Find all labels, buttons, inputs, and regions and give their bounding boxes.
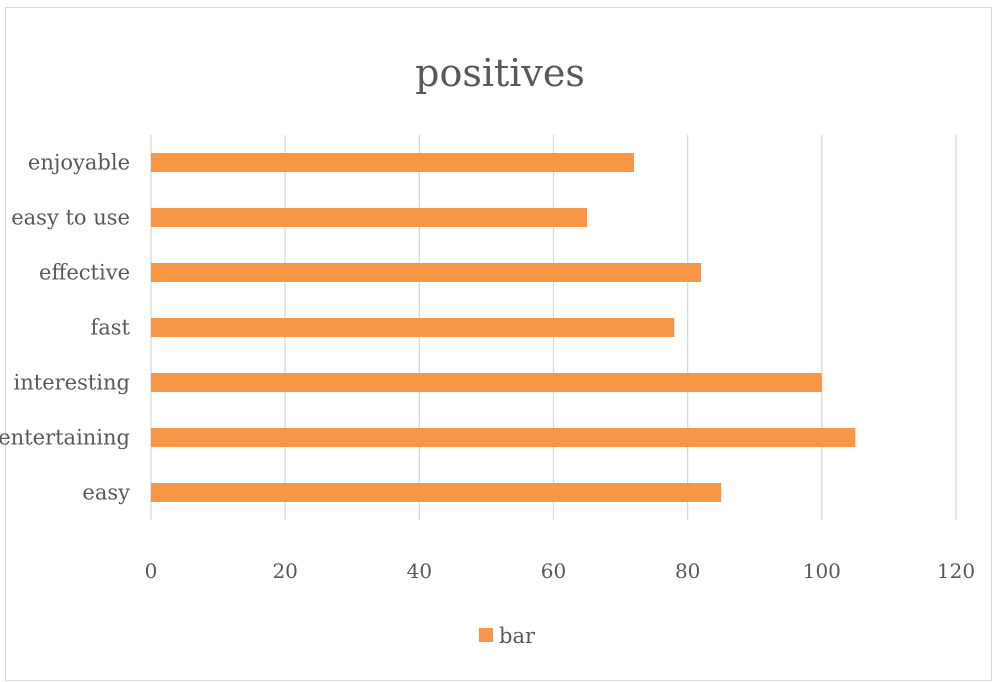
category-label: easy to use: [11, 206, 130, 230]
x-tick-labels: 0 20 40 60 80 100 120: [145, 559, 975, 583]
bar: [151, 428, 856, 447]
legend-label: bar: [499, 624, 536, 648]
x-tick-label: 0: [145, 559, 158, 583]
category-label: effective: [39, 261, 130, 285]
bar: [151, 373, 822, 392]
x-tick-label: 20: [272, 559, 297, 583]
x-tick-label: 120: [937, 559, 975, 583]
chart-frame: [5, 7, 992, 681]
legend: bar: [479, 624, 536, 648]
category-label: fast: [90, 316, 130, 340]
category-label: entertaining: [0, 426, 130, 450]
bar: [151, 153, 634, 172]
gridlines: [150, 135, 957, 520]
x-tick-label: 60: [541, 559, 566, 583]
category-label: enjoyable: [28, 151, 130, 175]
chart-title: positives: [415, 51, 585, 95]
bar: [151, 483, 722, 502]
bar: [151, 318, 675, 337]
x-tick-label: 100: [803, 559, 841, 583]
category-label: easy: [82, 481, 130, 505]
x-tick-label: 80: [675, 559, 700, 583]
bars: [151, 153, 856, 502]
legend-swatch: [479, 628, 493, 642]
category-label: interesting: [14, 371, 130, 395]
x-tick-label: 40: [407, 559, 432, 583]
bar: [151, 263, 702, 282]
bar: [151, 208, 588, 227]
category-labels: enjoyable easy to use effective fast interes…: [0, 151, 131, 505]
